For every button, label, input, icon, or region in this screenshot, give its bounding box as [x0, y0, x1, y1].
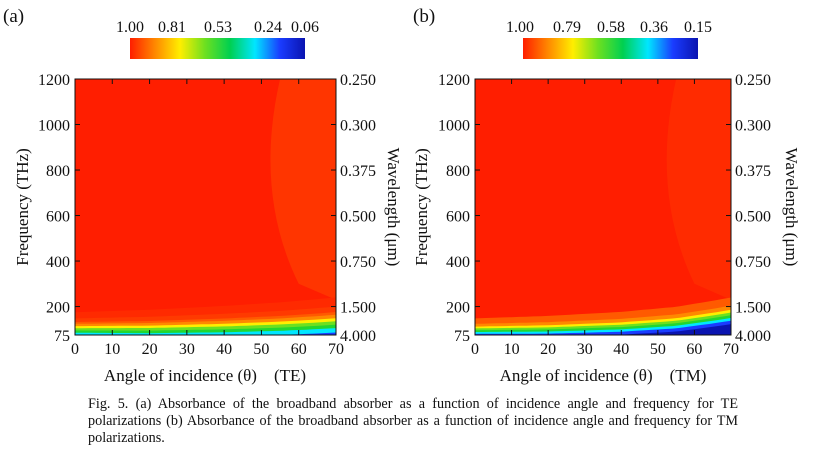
- colorbar-b-gradient: [523, 38, 698, 59]
- y-tick-label-a-6: 1200: [38, 72, 70, 89]
- colorbar-b: 1.00 0.79 0.58 0.36 0.15: [506, 19, 712, 59]
- heatmap-b-haze: [666, 79, 731, 300]
- y-tick-label-a-0: 75: [54, 328, 70, 345]
- x-tick-label-b-5: 50: [650, 341, 666, 358]
- y2-tick-label-a-2: 0.750: [340, 254, 376, 271]
- x-tick-label-b-2: 20: [540, 341, 556, 358]
- y-tick-label-a-4: 800: [46, 163, 70, 180]
- heatmap-a-haze: [270, 79, 336, 300]
- y-tick-label-b-3: 600: [446, 209, 470, 226]
- x-tick-label-a-0: 0: [71, 341, 79, 358]
- x-tick-label-a-6: 60: [291, 341, 307, 358]
- y2-tick-label-b-6: 0.250: [735, 72, 771, 89]
- y2-tick-label-b-2: 0.750: [735, 254, 771, 271]
- x-tick-label-b-3: 30: [577, 341, 593, 358]
- y2-tick-label-a-5: 0.300: [340, 118, 376, 135]
- y2-tick-label-b-0: 4.000: [735, 328, 771, 345]
- y-axis-label-b: Frequency (THz): [412, 148, 431, 266]
- y-tick-label-b-6: 1200: [438, 72, 470, 89]
- heatmap-b-field: [475, 79, 731, 335]
- x-tick-label-a-3: 30: [179, 341, 195, 358]
- x-tick-label-b-6: 60: [686, 341, 702, 358]
- ticks-a: 0 10 20 30 40 50 60 70 75 4.000 200 1.500 400 0.750 60…: [38, 72, 376, 358]
- figure-svg: (a) 1.00 0.81 0.53 0.24 0.06 0 10 20 30 40 50…: [3, 6, 801, 385]
- figure-caption: Fig. 5. (a) Absorbance of the broadband …: [88, 396, 738, 446]
- x-tick-label-b-4: 40: [613, 341, 629, 358]
- panel-b: (b) 1.00 0.79 0.58 0.36 0.15 0 10 20 30 40 50…: [412, 6, 801, 385]
- x-tick-label-a-1: 10: [104, 341, 120, 358]
- y2-tick-label-a-6: 0.250: [340, 72, 376, 89]
- y2-tick-label-b-4: 0.375: [735, 163, 771, 180]
- x-tick-label-b-0: 0: [471, 341, 479, 358]
- y2-tick-label-b-3: 0.500: [735, 209, 771, 226]
- y2-axis-label-b: Wavelength (μm): [782, 148, 801, 267]
- heatmap-b: [475, 79, 731, 335]
- colorbar-a-tick-1: 0.81: [158, 19, 186, 36]
- x-tick-label-b-1: 10: [504, 341, 520, 358]
- y-axis-label-a: Frequency (THz): [13, 148, 32, 266]
- y2-tick-label-a-4: 0.375: [340, 163, 376, 180]
- colorbar-a-tick-3: 0.24: [254, 19, 282, 36]
- y2-tick-label-b-5: 0.300: [735, 118, 771, 135]
- x-tick-label-a-5: 50: [253, 341, 269, 358]
- y-tick-label-a-1: 200: [46, 300, 70, 317]
- y-tick-label-a-3: 600: [46, 209, 70, 226]
- colorbar-b-tick-2: 0.58: [597, 19, 625, 36]
- heatmap-a-band-2: [75, 328, 336, 335]
- x-axis-label-a: Angle of incidence (θ) (TE): [104, 366, 306, 385]
- y-tick-label-b-0: 75: [454, 328, 470, 345]
- y2-tick-label-a-1: 1.500: [340, 300, 376, 317]
- y2-tick-label-a-3: 0.500: [340, 209, 376, 226]
- heatmap-b-band-1: [475, 320, 731, 335]
- x-tick-label-a-4: 40: [216, 341, 232, 358]
- ticks-b: 0 10 20 30 40 50 60 70 75 4.000 200 1.500 400 0.750 60…: [438, 72, 771, 358]
- heatmap-a: [75, 79, 336, 335]
- x-axis-label-b: Angle of incidence (θ) (TM): [500, 366, 707, 385]
- x-tick-label-b-7: 70: [723, 341, 739, 358]
- y-tick-label-a-2: 400: [46, 254, 70, 271]
- plot-frame-b: [474, 78, 732, 336]
- colorbar-b-tick-3: 0.36: [640, 19, 668, 36]
- x-tick-label-a-2: 20: [142, 341, 158, 358]
- colorbar-a-tick-4: 0.06: [291, 19, 319, 36]
- panel-b-label: (b): [413, 6, 435, 27]
- colorbar-a-gradient: [130, 38, 305, 59]
- x-tick-label-a-7: 70: [328, 341, 344, 358]
- y-tick-label-b-1: 200: [446, 300, 470, 317]
- plot-frame-a: [74, 78, 337, 336]
- colorbar-a-tick-2: 0.53: [204, 19, 232, 36]
- colorbar-b-tick-1: 0.79: [553, 19, 581, 36]
- y-tick-label-a-5: 1000: [38, 118, 70, 135]
- colorbar-a: 1.00 0.81 0.53 0.24 0.06: [116, 19, 319, 59]
- y-tick-label-b-5: 1000: [438, 118, 470, 135]
- y2-tick-label-a-0: 4.000: [340, 328, 376, 345]
- y-tick-label-b-2: 400: [446, 254, 470, 271]
- panel-a: (a) 1.00 0.81 0.53 0.24 0.06 0 10 20 30 40 50…: [3, 6, 403, 385]
- heatmap-a-field: [75, 79, 336, 335]
- y-tick-label-b-4: 800: [446, 163, 470, 180]
- colorbar-a-tick-0: 1.00: [116, 19, 144, 36]
- heatmap-b-band-0: [475, 324, 731, 335]
- panel-a-label: (a): [3, 6, 24, 27]
- colorbar-b-tick-0: 1.00: [506, 19, 534, 36]
- y2-axis-label-a: Wavelength (μm): [384, 148, 403, 267]
- colorbar-b-tick-4: 0.15: [684, 19, 712, 36]
- y2-tick-label-b-1: 1.500: [735, 300, 771, 317]
